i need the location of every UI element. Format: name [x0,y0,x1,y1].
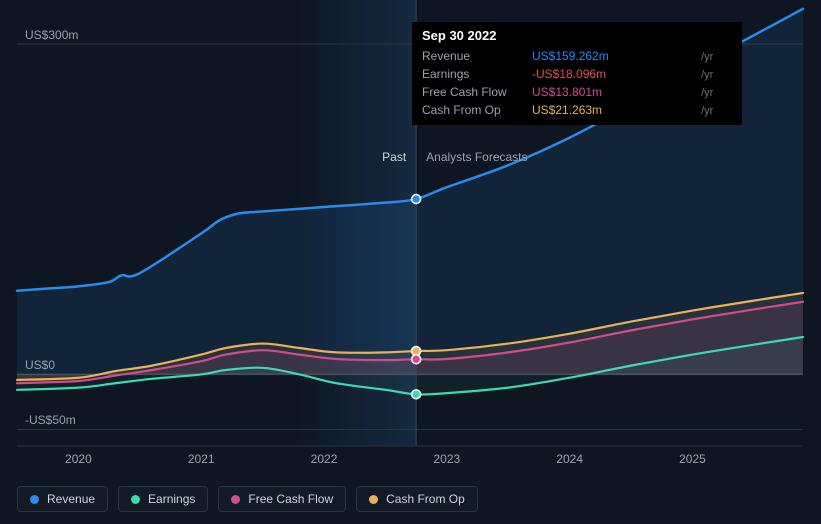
tooltip-metric-unit: /yr [697,47,732,65]
financial-forecast-chart: US$300m US$0 -US$50m 2020 2021 2022 2023 2024 2… [0,0,821,524]
x-axis-tick-label: 2023 [433,452,460,466]
tooltip-date: Sep 30 2022 [422,28,732,43]
tooltip-metric-label: Cash From Op [422,101,532,119]
x-axis-tick-label: 2025 [679,452,706,466]
legend-item-free-cash-flow[interactable]: Free Cash Flow [218,486,346,512]
legend-item-cash-from-op[interactable]: Cash From Op [356,486,478,512]
y-axis-tick-label: US$0 [25,358,55,372]
tooltip-metric-value: -US$18.096m [532,65,697,83]
forecast-region-label: Analysts Forecasts [426,150,527,164]
tooltip-metric-value: US$13.801m [532,83,697,101]
tooltip-metric-label: Revenue [422,47,532,65]
legend-dot-icon [231,495,240,504]
chart-legend: Revenue Earnings Free Cash Flow Cash From O… [17,486,478,512]
hover-tooltip: Sep 30 2022 RevenueUS$159.262m/yrEarning… [412,22,742,125]
legend-item-label: Cash From Op [386,492,465,506]
tooltip-metric-unit: /yr [697,101,732,119]
legend-dot-icon [369,495,378,504]
tooltip-metric-unit: /yr [697,65,732,83]
x-axis-tick-label: 2020 [65,452,92,466]
tooltip-metric-label: Earnings [422,65,532,83]
legend-item-label: Earnings [148,492,195,506]
tooltip-metric-value: US$159.262m [532,47,697,65]
tooltip-row: Free Cash FlowUS$13.801m/yr [422,83,732,101]
legend-dot-icon [30,495,39,504]
tooltip-metric-value: US$21.263m [532,101,697,119]
tooltip-metric-label: Free Cash Flow [422,83,532,101]
y-axis-tick-label: US$300m [25,28,78,42]
x-axis-tick-label: 2024 [556,452,583,466]
tooltip-row: Earnings-US$18.096m/yr [422,65,732,83]
tooltip-metric-unit: /yr [697,83,732,101]
legend-item-earnings[interactable]: Earnings [118,486,208,512]
legend-item-label: Free Cash Flow [248,492,333,506]
past-region-label: Past [382,150,406,164]
legend-dot-icon [131,495,140,504]
legend-item-label: Revenue [47,492,95,506]
tooltip-row: Cash From OpUS$21.263m/yr [422,101,732,119]
x-axis-tick-label: 2022 [311,452,338,466]
tooltip-row: RevenueUS$159.262m/yr [422,47,732,65]
y-axis-tick-label: -US$50m [25,413,76,427]
x-axis-tick-label: 2021 [188,452,215,466]
legend-item-revenue[interactable]: Revenue [17,486,108,512]
